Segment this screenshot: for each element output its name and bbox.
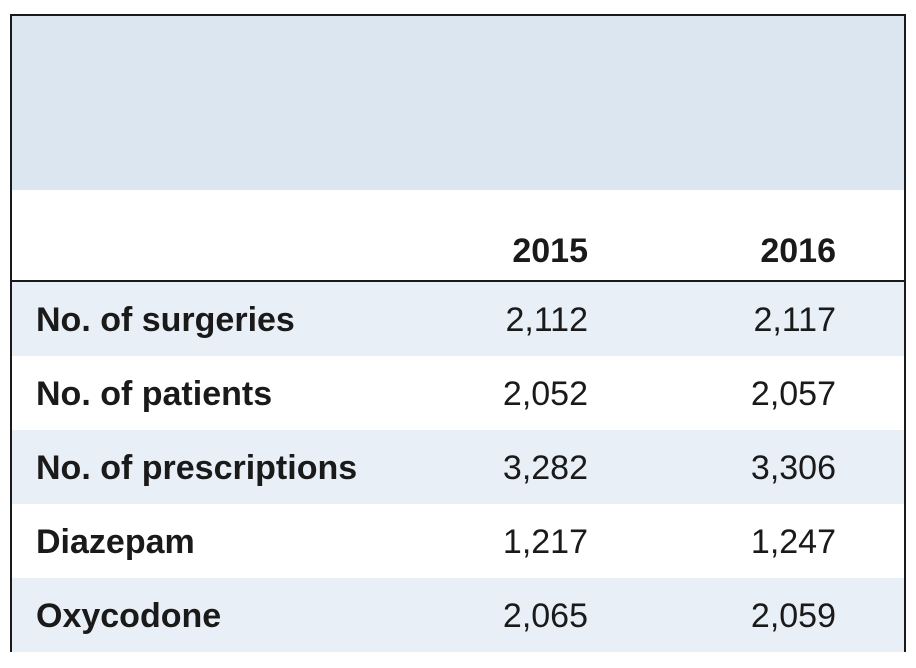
table-body: No. of surgeries 2,112 2,117 No. of pati…	[12, 282, 904, 652]
table-title-band	[12, 16, 904, 190]
cell-2016: 1,247	[750, 523, 836, 561]
table-row: No. of surgeries 2,112 2,117	[12, 282, 904, 356]
cell-2016: 2,117	[753, 301, 836, 339]
row-label: Diazepam	[36, 523, 195, 561]
data-table: 2015 2016 No. of surgeries 2,112 2,117 N…	[10, 14, 906, 652]
cell-2015: 2,065	[502, 597, 588, 635]
table-row: Diazepam 1,217 1,247	[12, 504, 904, 578]
row-label: No. of patients	[36, 375, 273, 413]
cell-2015: 2,112	[505, 301, 588, 339]
row-label: No. of prescriptions	[36, 449, 358, 487]
table-row: No. of prescriptions 3,282 3,306	[12, 430, 904, 504]
table-row: Oxycodone 2,065 2,059	[12, 578, 904, 652]
cell-2016: 2,057	[750, 375, 836, 413]
row-label: Oxycodone	[36, 597, 222, 635]
cell-2015: 2,052	[502, 375, 588, 413]
column-header-2015: 2015	[512, 232, 588, 270]
cell-2016: 2,059	[750, 597, 836, 635]
table-header-row: 2015 2016	[12, 190, 904, 282]
table-row: No. of patients 2,052 2,057	[12, 356, 904, 430]
column-header-2016: 2016	[760, 232, 836, 270]
row-label: No. of surgeries	[36, 301, 295, 339]
cell-2016: 3,306	[750, 449, 836, 487]
cell-2015: 3,282	[502, 449, 588, 487]
cell-2015: 1,217	[502, 523, 588, 561]
